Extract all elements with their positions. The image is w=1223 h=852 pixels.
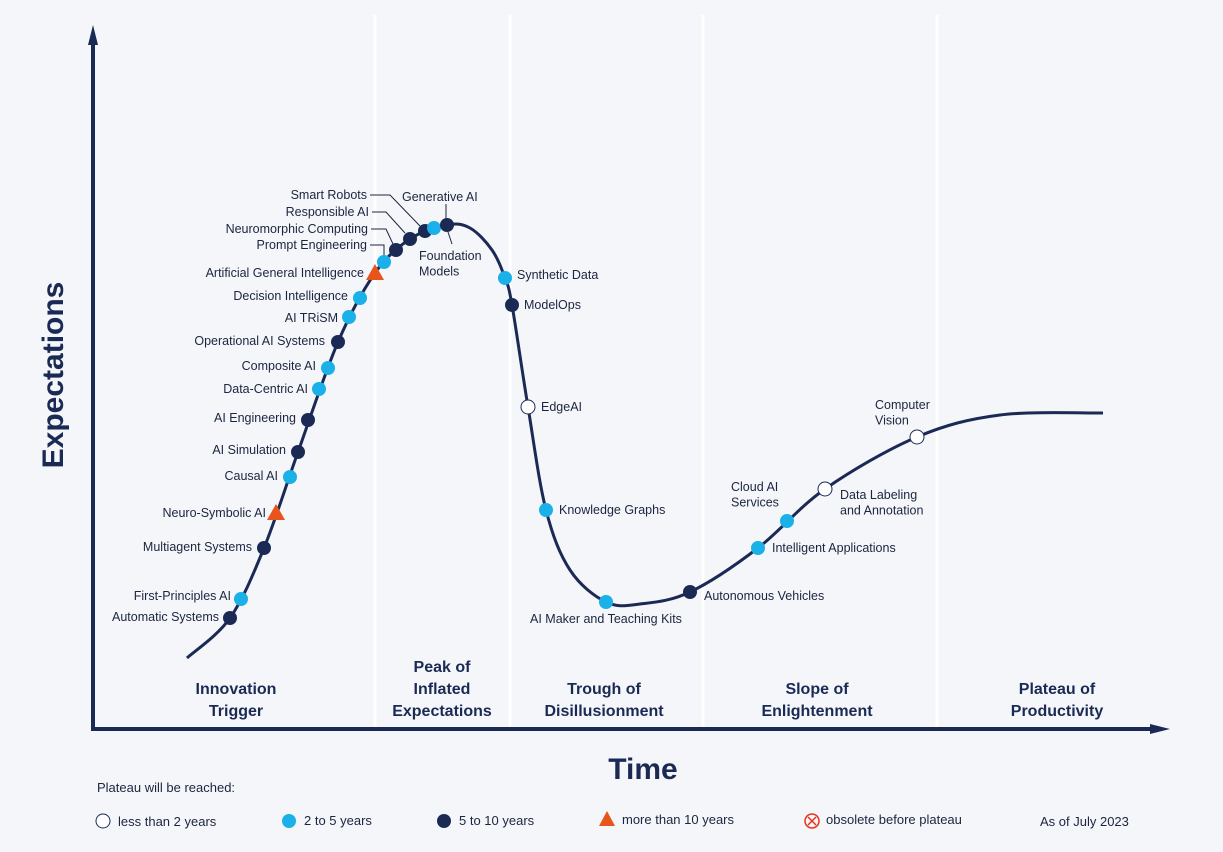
- circle-marker: [291, 445, 305, 459]
- circle-marker: [498, 271, 512, 285]
- phase-label: Disillusionment: [544, 703, 664, 720]
- circle-marker: [520, 399, 536, 415]
- circle-marker: [440, 218, 454, 232]
- technology-label: Causal AI: [224, 469, 278, 483]
- technology-label: Synthetic Data: [517, 268, 598, 282]
- orange-triangle-icon: [599, 811, 615, 826]
- x-axis-label: Time: [608, 753, 677, 786]
- technology-label: Autonomous Vehicles: [704, 589, 824, 603]
- technology-label: Smart Robots: [291, 188, 367, 202]
- technology-label: ModelOps: [524, 298, 581, 312]
- phase-label: Trigger: [209, 703, 263, 720]
- circle-marker: [223, 611, 237, 625]
- phase-label: Innovation: [196, 681, 277, 698]
- phase-label: Inflated: [414, 681, 471, 698]
- technology-label: Responsible AI: [286, 205, 369, 219]
- phase-labels: Peak of Innovation Trigger Inflated Expe…: [196, 659, 1104, 720]
- circle-marker: [403, 232, 417, 246]
- circle-marker: [780, 514, 794, 528]
- circle-marker: [599, 595, 613, 609]
- navy-circle-icon: [437, 814, 451, 828]
- leader-line: [370, 244, 385, 256]
- technology-label: EdgeAI: [541, 400, 582, 414]
- circle-marker: [257, 541, 271, 555]
- circle-marker: [389, 243, 403, 257]
- phase-label: Expectations: [392, 703, 492, 720]
- triangle-marker: [267, 504, 285, 520]
- technology-label: AI Engineering: [214, 411, 296, 425]
- circle-marker: [353, 291, 367, 305]
- technology-label: Cloud AI Services: [731, 480, 779, 510]
- phase-separators: [373, 15, 939, 727]
- legend-title: Plateau will be reached:: [97, 780, 235, 795]
- circle-marker: [234, 592, 248, 606]
- technology-label: Intelligent Applications: [772, 541, 896, 555]
- circle-marker: [283, 470, 297, 484]
- legend-label: more than 10 years: [622, 812, 735, 827]
- technology-label: First-Principles AI: [134, 589, 231, 603]
- technology-label: Multiagent Systems: [143, 540, 252, 554]
- technology-label: Decision Intelligence: [233, 289, 348, 303]
- phase-label: Enlightenment: [761, 703, 873, 720]
- as-of-date: As of July 2023: [1040, 814, 1129, 829]
- technology-label: Automatic Systems: [112, 610, 219, 624]
- technology-label: Neuro-Symbolic AI: [162, 506, 266, 520]
- legend-label: 5 to 10 years: [459, 813, 535, 828]
- leader-lines: [370, 194, 453, 256]
- legend: Plateau will be reached: less than 2 yea…: [95, 780, 1129, 829]
- technology-label: AI TRiSM: [285, 311, 338, 325]
- legend-label: 2 to 5 years: [304, 813, 372, 828]
- technology-label: Composite AI: [242, 359, 316, 373]
- technology-label: Neuromorphic Computing: [226, 222, 368, 236]
- technology-label: Data Labeling and Annotation: [840, 488, 923, 518]
- phase-label: Productivity: [1011, 703, 1104, 720]
- circle-marker: [427, 221, 441, 235]
- phase-label: Plateau of: [1019, 681, 1096, 698]
- y-axis-arrow-icon: [88, 25, 98, 45]
- technology-label: Artificial General Intelligence: [206, 266, 364, 280]
- x-axis-arrow-icon: [1150, 724, 1170, 734]
- circle-marker: [539, 503, 553, 517]
- obsolete-x-circle-icon: [804, 813, 820, 829]
- phase-label: Peak of: [414, 659, 472, 676]
- technology-label: Computer Vision: [875, 398, 930, 428]
- y-axis-label: Expectations: [37, 282, 70, 469]
- circle-marker: [505, 298, 519, 312]
- leader-line: [447, 231, 453, 245]
- leader-line: [372, 211, 406, 234]
- technology-label: AI Simulation: [212, 443, 286, 457]
- circle-marker: [312, 382, 326, 396]
- legend-label: obsolete before plateau: [826, 812, 962, 827]
- legend-label: less than 2 years: [118, 814, 217, 829]
- circle-marker: [321, 361, 335, 375]
- light-blue-circle-icon: [282, 814, 296, 828]
- technology-label: Foundation Models: [419, 249, 482, 279]
- phase-label: Slope of: [785, 681, 849, 698]
- technology-label: AI Maker and Teaching Kits: [530, 612, 682, 626]
- technology-label: Knowledge Graphs: [559, 503, 665, 517]
- circle-marker: [909, 429, 925, 445]
- technology-label: Prompt Engineering: [257, 238, 368, 252]
- technology-points: Automatic Systems First-Principles AI Mult…: [112, 188, 930, 626]
- circle-marker: [301, 413, 315, 427]
- white-circle-icon: [95, 813, 111, 829]
- circle-marker: [751, 541, 765, 555]
- triangle-marker: [366, 264, 384, 280]
- axes: [88, 25, 1170, 734]
- circle-marker: [331, 335, 345, 349]
- phase-label: Trough of: [567, 681, 641, 698]
- leader-line: [371, 228, 394, 245]
- circle-marker: [377, 255, 391, 269]
- circle-marker: [683, 585, 697, 599]
- circle-marker: [342, 310, 356, 324]
- technology-label: Data-Centric AI: [223, 382, 308, 396]
- technology-label: Operational AI Systems: [194, 334, 325, 348]
- technology-label: Generative AI: [402, 190, 478, 204]
- leader-line: [370, 194, 421, 227]
- circle-marker: [817, 481, 833, 497]
